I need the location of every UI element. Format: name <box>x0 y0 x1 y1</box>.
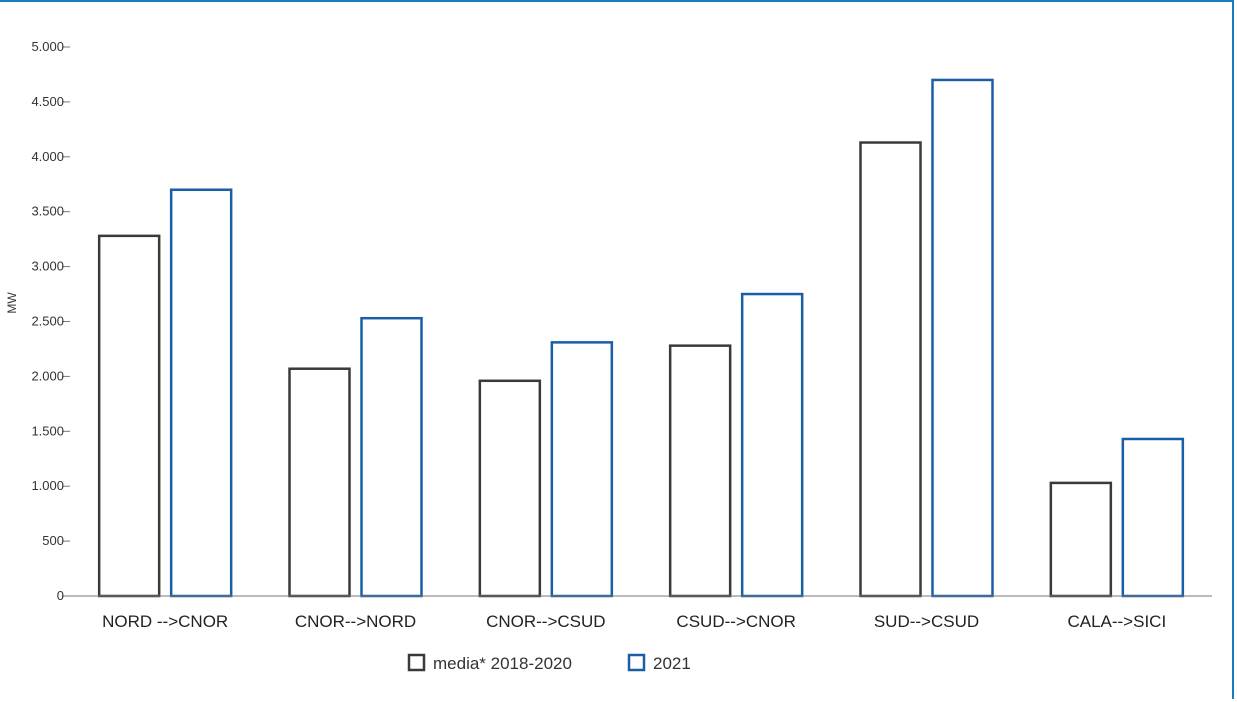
legend-swatch <box>627 653 646 672</box>
y-axis: 0 500 1.000 1.500 2.000 2.500 3.000 3.500 4.000 4… <box>31 39 70 603</box>
legend-label: 2021 <box>653 654 691 673</box>
y-tick-label: 500 <box>42 533 64 548</box>
x-category-label: SUD-->CSUD <box>874 612 979 631</box>
y-tick-label: 3.000 <box>31 259 64 274</box>
bar-2021 <box>360 316 423 598</box>
x-axis: NORD -->CNOR CNOR-->NORD CNOR-->CSUD CSUD--… <box>70 595 1212 631</box>
y-tick-label: 2.500 <box>31 314 64 329</box>
y-tick-label: 0 <box>57 588 64 603</box>
bar-media-2018-2020 <box>288 367 351 598</box>
bar-2021 <box>1121 437 1185 598</box>
y-tick-label: 5.000 <box>31 39 64 54</box>
bar-2021 <box>169 188 233 598</box>
x-category-label: CNOR-->NORD <box>295 612 416 631</box>
y-tick-label: 1.500 <box>31 423 64 438</box>
y-axis-label: MW <box>5 292 19 314</box>
bar-2021 <box>550 341 614 598</box>
bar-2021 <box>740 292 804 598</box>
y-tick-label: 4.500 <box>31 94 64 109</box>
legend-label: media* 2018-2020 <box>433 654 572 673</box>
y-tick-label: 4.000 <box>31 149 64 164</box>
bar-2021 <box>931 78 994 598</box>
legend: media* 2018-2020 2021 <box>407 653 691 673</box>
bar-media-2018-2020 <box>1049 481 1113 598</box>
x-category-label: NORD -->CNOR <box>102 612 228 631</box>
y-tick-label: 2.000 <box>31 368 64 383</box>
y-tick-label: 3.500 <box>31 204 64 219</box>
bar-media-2018-2020 <box>668 344 732 598</box>
bar-media-2018-2020 <box>478 379 542 598</box>
bars <box>97 78 1185 598</box>
y-tick-label: 1.000 <box>31 478 64 493</box>
x-category-label: CNOR-->CSUD <box>486 612 605 631</box>
bar-media-2018-2020 <box>97 234 161 598</box>
x-category-label: CSUD-->CNOR <box>676 612 795 631</box>
x-category-label: CALA-->SICI <box>1067 612 1166 631</box>
legend-swatch <box>407 653 426 672</box>
bar-media-2018-2020 <box>859 141 922 598</box>
